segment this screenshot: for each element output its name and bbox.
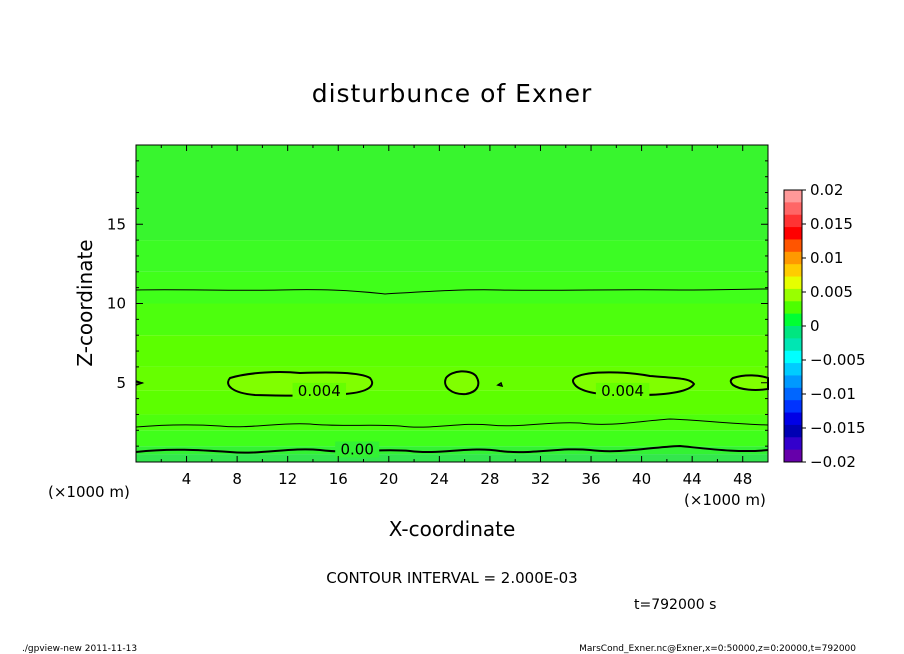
colorbar-swatch — [784, 288, 802, 302]
colorbar-swatch — [784, 227, 802, 240]
contour-band-10 — [136, 145, 768, 241]
x-tick-label: 24 — [430, 470, 449, 488]
contour-band-7 — [136, 303, 768, 336]
contour-label-bg — [292, 382, 347, 399]
colorbar-tick-label: 0.01 — [810, 249, 843, 267]
x-tick-label: 20 — [379, 470, 398, 488]
colorbar-swatch — [784, 400, 802, 414]
x-tick-label: 16 — [329, 470, 348, 488]
colorbar-tick-label: −0.015 — [810, 419, 866, 437]
colorbar-swatch — [784, 301, 802, 315]
contour-line-dot — [496, 381, 504, 388]
contour-blob-fill-1 — [445, 371, 479, 395]
contour-line-blob-1 — [227, 371, 374, 397]
colorbar-tick-label: 0 — [810, 317, 820, 335]
colorbar-swatch — [784, 326, 802, 339]
contour-line-mid — [135, 418, 769, 428]
x-axis-unit-label: (×1000 m) — [684, 491, 766, 509]
contour-label: 0.004 — [298, 382, 341, 400]
colorbar-swatch — [784, 214, 802, 228]
contour-band-6 — [136, 335, 768, 367]
time-label: t=792000 s — [634, 597, 716, 613]
y-tick-label: 10 — [107, 295, 126, 313]
contour-line-blob-3 — [572, 371, 696, 397]
colorbar-swatch — [784, 276, 802, 290]
colorbar-swatch — [784, 350, 802, 364]
contour-band-3 — [136, 414, 768, 431]
y-tick-label: 15 — [107, 215, 126, 233]
x-axis-ticks: 4 8 12 16 20 24 28 32 36 40 44 48 — [160, 145, 752, 488]
contour-interval-text: CONTOUR INTERVAL = 2.000E-03 — [326, 569, 577, 587]
contour-lines — [135, 288, 769, 454]
contour-band-4 — [136, 390, 768, 415]
colorbar-swatch — [784, 190, 802, 203]
colorbar-swatch — [784, 449, 802, 463]
contour-line-blob-2 — [444, 370, 480, 396]
contour-band-8 — [136, 271, 768, 304]
colorbar-swatch — [784, 437, 802, 451]
x-tick-label: 28 — [480, 470, 499, 488]
y-axis-label: Z-coordinate — [73, 239, 97, 366]
colorbar-tick-label: −0.01 — [810, 385, 856, 403]
contour-label-bg — [335, 441, 380, 458]
colorbar-tick-labels: 0.02 0.015 0.01 0.005 0 −0.005 −0.01 −0.015 −0.0… — [802, 181, 866, 471]
contour-band-0 — [136, 454, 768, 462]
y-axis-unit-label: (×1000 m) — [48, 483, 130, 501]
colorbar-swatch — [784, 412, 802, 426]
x-axis-label: X-coordinate — [389, 517, 516, 541]
x-tick-label: 48 — [733, 470, 752, 488]
x-tick-label: 12 — [278, 470, 297, 488]
y-axis-ticks: 5 10 15 — [107, 160, 768, 447]
colorbar-swatch — [784, 264, 802, 278]
footer-right-text: MarsCond_Exner.nc@Exner,x=0:50000,z=0:20… — [579, 644, 856, 654]
x-tick-label: 44 — [683, 470, 702, 488]
contour-band-9 — [136, 240, 768, 272]
contour-blob-fill-3 — [730, 375, 768, 390]
colorbar-swatch — [784, 375, 802, 389]
x-tick-label: 4 — [182, 470, 192, 488]
colorbar-swatch — [784, 239, 802, 253]
contour-label: 0.004 — [601, 382, 644, 400]
colorbar-tick-label: 0.02 — [810, 181, 843, 199]
colorbar — [783, 189, 803, 463]
colorbar-swatch — [784, 363, 802, 376]
x-tick-label: 36 — [581, 470, 600, 488]
chart-title: disturbunce of Exner — [312, 79, 593, 108]
footer-left-text: ./gpview-new 2011-11-13 — [22, 644, 137, 654]
x-tick-label: 40 — [632, 470, 651, 488]
contour-line-blob-4 — [729, 374, 769, 391]
y-tick-label: 5 — [116, 374, 126, 392]
contour-band-2 — [136, 430, 768, 447]
contour-label-bg — [595, 382, 650, 399]
x-tick-label: 8 — [232, 470, 242, 488]
colorbar-swatch — [784, 313, 802, 327]
x-tick-label: 32 — [531, 470, 550, 488]
colorbar-tick-label: −0.005 — [810, 351, 866, 369]
contour-labels: 0.004 0.004 0.00 — [292, 382, 650, 458]
contour-label: 0.00 — [340, 440, 373, 458]
colorbar-swatch — [784, 424, 802, 438]
contour-line-low — [135, 444, 769, 454]
colorbar-swatch — [784, 202, 802, 216]
colorbar-tick-label: 0.015 — [810, 215, 853, 233]
colorbar-tick-label: −0.02 — [810, 453, 856, 471]
contour-fill-bands — [136, 145, 768, 462]
colorbar-swatch — [784, 251, 802, 265]
colorbar-swatch — [784, 338, 802, 352]
contour-line-upper — [135, 288, 769, 295]
colorbar-tick-label: 0.005 — [810, 283, 853, 301]
colorbar-swatch — [784, 387, 802, 401]
